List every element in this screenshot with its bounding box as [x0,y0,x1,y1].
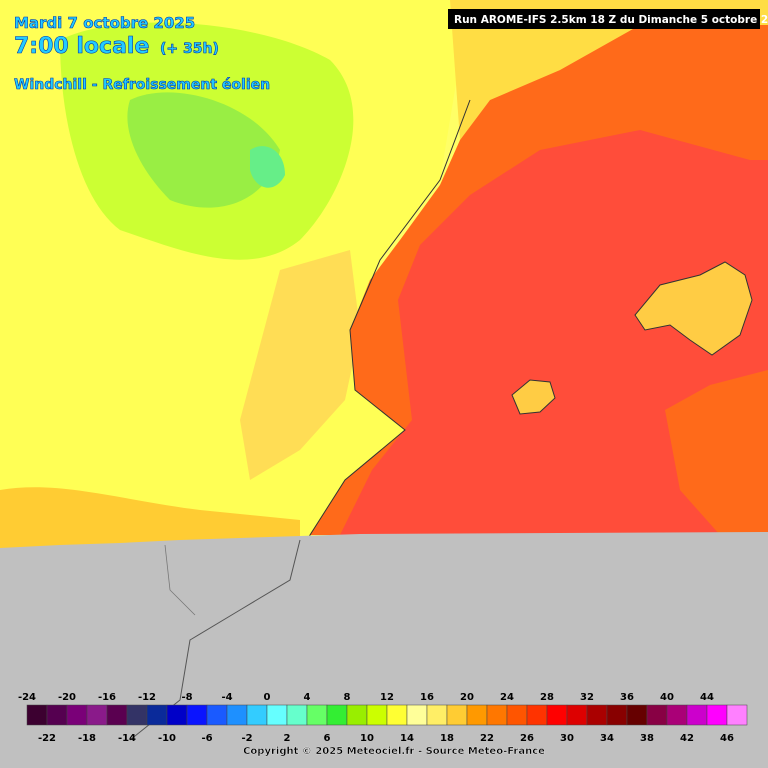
lead-time: (+ 35h) [160,41,219,57]
legend-label: -2 [241,733,252,744]
legend-swatch [446,704,468,726]
legend-swatch [266,704,288,726]
run-box [448,9,760,29]
legend-label: 28 [540,692,554,703]
legend-label: -14 [118,733,136,744]
legend-label: 42 [680,733,694,744]
legend-label: -12 [138,692,156,703]
legend-swatch [526,704,548,726]
legend-swatch [26,704,48,726]
legend-swatch [146,704,168,726]
legend-label: 30 [560,733,574,744]
legend-label: 12 [380,692,394,703]
land-warm [240,250,360,480]
run-info: Run AROME-IFS 2.5km 18 Z du Dimanche 5 o… [454,14,768,26]
legend-label: 34 [600,733,614,744]
legend-label: 10 [360,733,374,744]
legend-swatch [366,704,388,726]
legend-swatch [406,704,428,726]
legend-swatch [706,704,728,726]
land-north [450,0,768,140]
legend-swatch [486,704,508,726]
legend-label: -4 [221,692,232,703]
legend-label: -6 [201,733,212,744]
land-cold [250,146,285,188]
legend-label: 4 [304,692,311,703]
land-green-dark [127,92,280,208]
legend-label: 6 [324,733,331,744]
legend-swatch [206,704,228,726]
land-warm-south [0,487,300,550]
legend-swatch [386,704,408,726]
legend-swatch [326,704,348,726]
legend-label: -8 [181,692,192,703]
legend-swatch [666,704,688,726]
legend-label: 38 [640,733,654,744]
legend-label: -16 [98,692,116,703]
legend-label: -18 [78,733,96,744]
legend-swatch [106,704,128,726]
legend-swatch [646,704,668,726]
legend: -24-22-20-18-16-14-12-10-8-6-4-202468101… [18,692,748,744]
legend-swatch [166,704,188,726]
legend-swatch [346,704,368,726]
date: Mardi 7 octobre 2025 [14,14,195,32]
legend-label: 40 [660,692,674,703]
legend-label: 8 [344,692,351,703]
legend-label: -24 [18,692,36,703]
legend-swatch [606,704,628,726]
legend-label: 24 [500,692,514,703]
legend-swatch [546,704,568,726]
time: 7:00 locale [14,34,149,59]
legend-swatch [46,704,68,726]
legend-label: 14 [400,733,414,744]
legend-swatch [286,704,308,726]
legend-swatch [586,704,608,726]
legend-swatch [506,704,528,726]
legend-label: 46 [720,733,734,744]
legend-swatch [566,704,588,726]
legend-label: 18 [440,733,454,744]
legend-swatch [466,704,488,726]
legend-label: 22 [480,733,494,744]
legend-label: 26 [520,733,534,744]
parameter: Windchill - Refroissement éolien [14,77,270,93]
legend-swatch [226,704,248,726]
legend-label: 36 [620,692,634,703]
legend-label: -22 [38,733,56,744]
legend-swatch [686,704,708,726]
island-mallorca [634,261,753,356]
legend-swatch [726,704,748,726]
legend-swatch [306,704,328,726]
legend-swatch [186,704,208,726]
legend-label: 44 [700,692,714,703]
legend-label: 0 [264,692,271,703]
legend-label: -10 [158,733,176,744]
legend-label: -20 [58,692,76,703]
legend-swatch [126,704,148,726]
border [164,544,196,616]
sea-hot [340,130,768,535]
legend-swatch [426,704,448,726]
legend-label: 20 [460,692,474,703]
legend-swatch [626,704,648,726]
island-ibiza [511,379,556,415]
legend-swatch [86,704,108,726]
legend-swatch [66,704,88,726]
copyright: Copyright © 2025 Meteociel.fr - Source M… [243,746,545,757]
legend-label: 16 [420,692,434,703]
legend-swatch [246,704,268,726]
legend-label: 32 [580,692,594,703]
legend-label: 2 [284,733,291,744]
